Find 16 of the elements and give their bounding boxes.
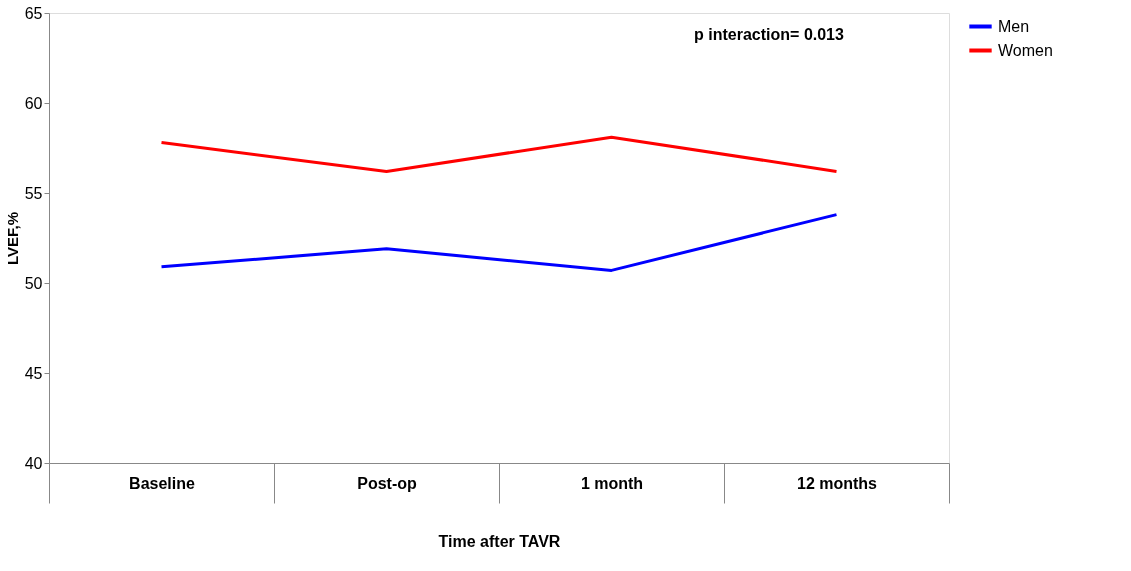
x-tick-label: Post-op bbox=[357, 474, 417, 492]
legend-label: Women bbox=[998, 41, 1053, 59]
legend-label: Men bbox=[998, 17, 1030, 35]
x-tick-label: 12 months bbox=[796, 474, 878, 492]
y-tick-label: 65 bbox=[24, 4, 43, 22]
x-tick-label: Baseline bbox=[129, 474, 196, 492]
y-axis-title: LVEF,% bbox=[3, 211, 21, 266]
x-tick-label: 1 month bbox=[580, 474, 644, 492]
line-series bbox=[160, 213, 838, 272]
x-axis-title: Time after TAVR bbox=[438, 533, 561, 550]
y-tick-label: 60 bbox=[24, 94, 43, 112]
y-tick-label: 40 bbox=[24, 454, 43, 472]
y-tick-label: 45 bbox=[24, 364, 43, 382]
y-tick-label: 50 bbox=[24, 274, 43, 292]
annotation: p interaction= 0.013 bbox=[694, 26, 845, 43]
y-tick-label: 55 bbox=[24, 184, 43, 202]
